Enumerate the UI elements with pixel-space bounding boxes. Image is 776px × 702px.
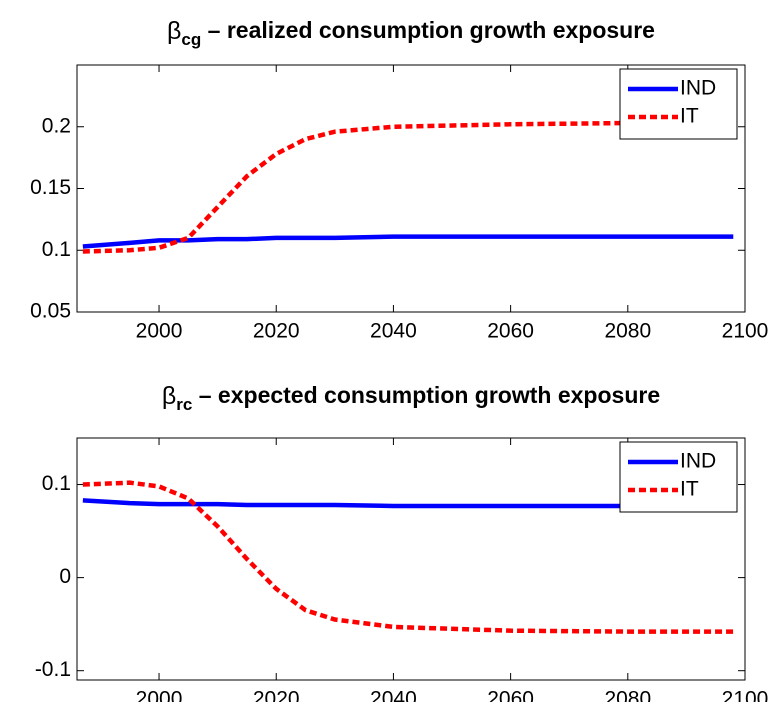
title-symbol: β (162, 382, 176, 410)
chart-title: βcg – realized consumption growth exposu… (167, 17, 655, 50)
axes-box (76, 437, 746, 681)
x-tick-label: 2060 (487, 688, 534, 702)
y-tick-label: -0.1 (35, 658, 71, 681)
y-tick-label: 0.15 (30, 176, 71, 199)
legend-label: IND (680, 450, 716, 473)
title-text: – realized consumption growth exposure (201, 17, 655, 43)
title-text: – expected consumption growth exposure (192, 382, 660, 408)
legend-box (619, 68, 738, 140)
x-tick-label: 2100 (722, 688, 769, 702)
y-tick-label: 0.05 (30, 300, 71, 323)
legend-label: IT (680, 478, 699, 501)
series-line (82, 480, 734, 634)
legend-box (619, 441, 738, 513)
x-tick-label: 2000 (136, 320, 183, 343)
x-tick-label: 2020 (253, 320, 300, 343)
legend-label: IT (680, 105, 699, 128)
chart-title: βrc – expected consumption growth exposu… (162, 382, 660, 415)
x-tick-label: 2020 (253, 688, 300, 702)
x-tick-label: 2040 (370, 688, 417, 702)
y-tick-label: 0.2 (42, 114, 71, 137)
series-line (82, 234, 734, 249)
title-subscript: rc (176, 395, 192, 414)
x-tick-label: 2000 (136, 688, 183, 702)
x-tick-label: 2080 (604, 688, 651, 702)
y-tick-label: 0.1 (42, 238, 71, 261)
title-symbol: β (167, 17, 181, 45)
legend-label: IND (680, 77, 716, 100)
x-tick-label: 2040 (370, 320, 417, 343)
y-tick-label: 0 (59, 565, 71, 588)
series-line (82, 498, 734, 509)
x-tick-label: 2060 (487, 320, 534, 343)
title-subscript: cg (181, 30, 201, 49)
x-tick-label: 2100 (722, 320, 769, 343)
series-line (82, 120, 734, 254)
x-tick-label: 2080 (604, 320, 651, 343)
y-tick-label: 0.1 (42, 472, 71, 495)
